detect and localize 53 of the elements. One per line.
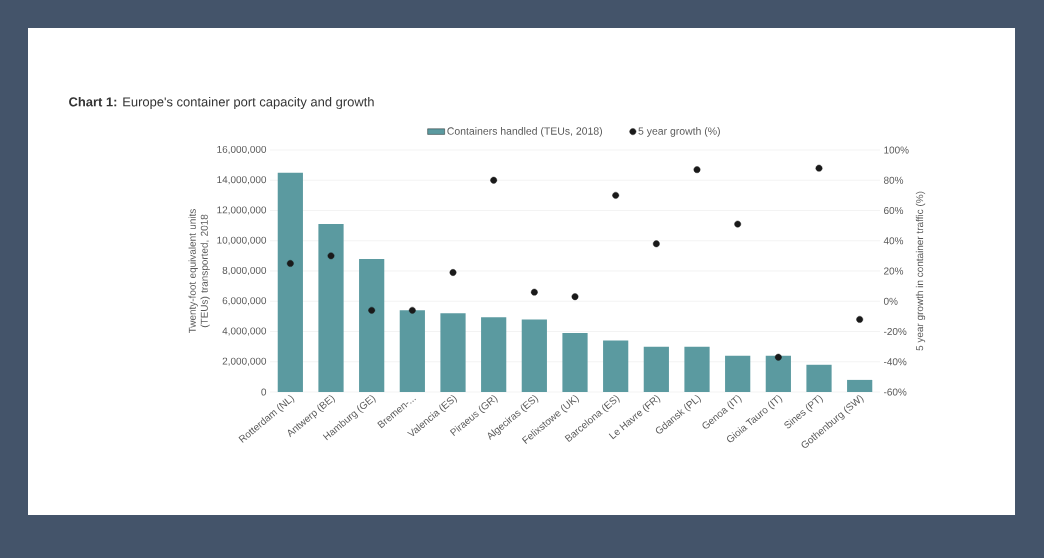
y2-tick-label: -60% [883, 388, 907, 396]
point [490, 176, 498, 184]
bar [399, 310, 425, 392]
point [368, 306, 376, 314]
y-tick-label: 8,000,000 [222, 266, 267, 276]
bar [643, 346, 669, 392]
point [774, 353, 782, 361]
bar [603, 340, 629, 392]
y2-tick-label: 80% [883, 176, 904, 184]
point [327, 252, 335, 260]
chart-title: Chart 1: Europe's container port capacity and growth [69, 96, 374, 110]
bar [806, 364, 832, 392]
bar [725, 355, 751, 392]
y-tick-label: 2,000,000 [222, 357, 267, 366]
y2-tick-label: -40% [883, 358, 907, 366]
bar [562, 333, 588, 392]
point [449, 269, 457, 276]
y2-tick-label: 20% [884, 267, 904, 275]
point [734, 220, 742, 228]
y2-axis-title: 5 year growth in container traffic (%) [915, 191, 926, 351]
y-tick-label: 10,000,000 [217, 236, 267, 245]
bar [481, 317, 507, 392]
y-tick-label: 6,000,000 [222, 297, 267, 306]
point [652, 240, 660, 248]
bar [521, 319, 547, 392]
point [815, 164, 823, 172]
point [286, 260, 294, 267]
y-tick-label: 0 [261, 388, 267, 396]
point [571, 293, 579, 301]
y-tick-label: 4,000,000 [222, 327, 267, 336]
bar [359, 258, 385, 392]
bar [684, 346, 710, 392]
y-axis-title: Twenty-foot equivalent units (TEUs) transported, 2018 [188, 209, 210, 334]
y-tick-label: 14,000,000 [217, 176, 267, 185]
y2-tick-label: 0% [883, 297, 898, 305]
y2-tick-label: 40% [883, 237, 904, 245]
bar [440, 313, 466, 392]
bar [277, 172, 303, 392]
legend-label: 5 year growth (%) [638, 127, 720, 137]
y2-tick-label: -20% [883, 327, 907, 336]
bar [318, 224, 344, 392]
legend-label: Containers handled (TEUs, 2018) [447, 127, 602, 137]
point [856, 316, 864, 323]
y-tick-label: 12,000,000 [217, 206, 267, 215]
bar [847, 379, 873, 392]
y2-tick-label: 100% [884, 146, 909, 154]
y2-tick-label: 60% [884, 206, 904, 215]
point [693, 166, 701, 174]
point [530, 288, 538, 296]
bar [765, 355, 791, 392]
point [408, 306, 416, 314]
y-tick-label: 16,000,000 [217, 145, 267, 155]
point [612, 191, 620, 199]
